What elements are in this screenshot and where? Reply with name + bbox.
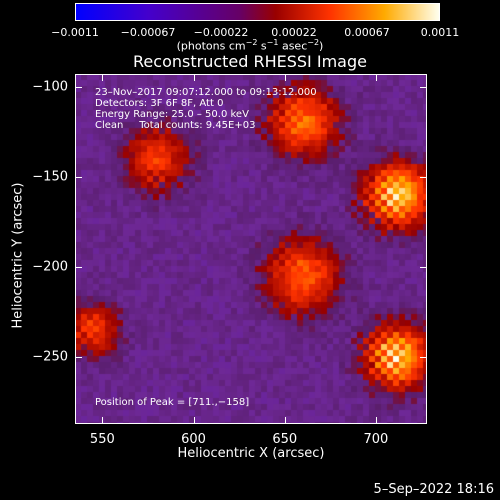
x-tick-mark	[284, 74, 286, 81]
x-axis-label: Heliocentric X (arcsec)	[177, 446, 325, 461]
datestamp: 5–Sep–2022 18:16	[373, 482, 494, 497]
x-tick-label: 700	[363, 432, 389, 447]
x-tick-mark	[375, 417, 377, 424]
colorbar-tick-label: 0.00022	[271, 26, 317, 39]
y-tick-mark	[420, 86, 427, 88]
colorbar-units: (photons cm−2 s−1 asec−2)	[176, 38, 324, 53]
annotation-energy: Energy Range: 25.0 – 50.0 keV	[95, 109, 249, 120]
x-tick-mark	[102, 74, 104, 81]
annotation-clean-counts: Clean Total counts: 9.45E+03	[95, 120, 256, 131]
y-tick-mark	[420, 357, 427, 359]
x-tick-label: 650	[272, 432, 298, 447]
x-tick-mark	[193, 417, 195, 424]
y-tick-label: −150	[32, 169, 68, 185]
colorbar-tick-label: −0.00067	[120, 26, 176, 39]
y-tick-label: −200	[32, 259, 68, 275]
y-tick-mark	[75, 86, 82, 88]
y-tick-mark	[75, 357, 82, 359]
y-axis-label: Heliocentric Y (arcsec)	[10, 182, 26, 329]
y-tick-mark	[75, 267, 82, 269]
y-tick-mark	[75, 176, 82, 178]
colorbar-tick-label: 0.00067	[344, 26, 390, 39]
x-tick-mark	[193, 74, 195, 81]
colorbar-tick-label: −0.00022	[193, 26, 249, 39]
x-tick-label: 600	[181, 432, 206, 447]
x-tick-mark	[102, 417, 104, 424]
x-tick-label: 550	[89, 432, 115, 447]
chart-title: Reconstructed RHESSI Image	[133, 52, 367, 71]
x-tick-mark	[284, 417, 286, 424]
annotation-detectors: Detectors: 3F 6F 8F, Att 0	[95, 98, 224, 109]
heatmap-image	[75, 74, 427, 424]
y-tick-label: −250	[32, 349, 68, 365]
colorbar-tick-label: 0.0011	[420, 26, 460, 39]
annotation-time-range: 23–Nov–2017 09:07:12.000 to 09:13:12.000	[95, 87, 317, 98]
colorbar	[75, 3, 440, 21]
y-tick-mark	[420, 176, 427, 178]
y-tick-mark	[420, 267, 427, 269]
x-tick-mark	[375, 74, 377, 81]
colorbar-tick-label: −0.0011	[51, 26, 99, 39]
y-tick-label: −100	[32, 79, 68, 95]
annotation-peak-position: Position of Peak = [711.,−158]	[95, 397, 250, 408]
